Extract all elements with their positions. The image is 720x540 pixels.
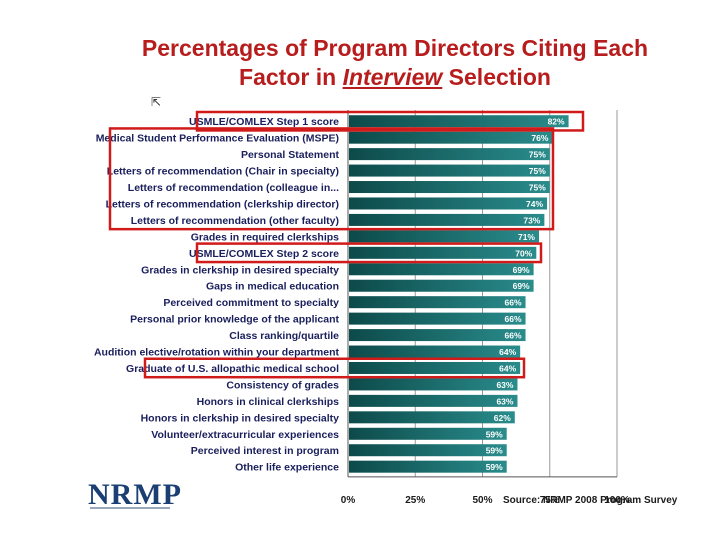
bar xyxy=(349,213,545,226)
nrmp-logo: NRMP xyxy=(88,478,182,511)
title-suffix: Selection xyxy=(442,64,551,90)
title-emphasis: Interview xyxy=(342,64,443,90)
bar xyxy=(349,181,550,194)
value-label: 66% xyxy=(505,331,522,341)
category-label: Class ranking/quartile xyxy=(229,330,339,342)
title-line-1: Percentages of Program Directors Citing … xyxy=(141,35,649,61)
highlight-box xyxy=(143,357,526,379)
mouse-cursor-icon: ⇱ xyxy=(151,95,162,109)
category-label: Consistency of grades xyxy=(226,379,339,391)
x-tick-label: 75% xyxy=(540,495,560,506)
category-label: Honors in clerkship in desired specialty xyxy=(141,412,340,424)
bar xyxy=(349,427,507,440)
value-label: 63% xyxy=(496,396,513,406)
value-label: 59% xyxy=(486,462,503,472)
bar xyxy=(349,263,534,276)
bar xyxy=(349,378,518,391)
value-label: 59% xyxy=(486,446,503,456)
value-label: 82% xyxy=(548,117,565,127)
category-label: Letters of recommendation (Chair in spec… xyxy=(107,166,339,178)
category-label: Letters of recommendation (colleague in.… xyxy=(128,182,339,194)
category-label: Grades in clerkship in desired specialty xyxy=(141,264,339,276)
value-label: 75% xyxy=(529,166,546,176)
category-label: Perceived interest in program xyxy=(191,445,339,457)
bar xyxy=(349,279,534,292)
bar xyxy=(349,230,539,243)
value-label: 73% xyxy=(523,215,540,225)
category-label: USMLE/COMLEX Step 2 score xyxy=(189,248,339,260)
value-label: 59% xyxy=(486,429,503,439)
bar xyxy=(349,394,518,407)
value-label: 63% xyxy=(496,380,513,390)
category-label: Graduate of U.S. allopathic medical scho… xyxy=(126,363,339,375)
x-tick-label: 50% xyxy=(472,495,492,506)
bar xyxy=(349,460,507,473)
category-label: Perceived commitment to specialty xyxy=(163,297,339,309)
category-label: Medical Student Performance Evaluation (… xyxy=(96,133,339,145)
x-tick-label: 0% xyxy=(341,495,356,506)
source-note: Source: NRMP 2008 Program Survey xyxy=(503,495,678,506)
category-label: Personal prior knowledge of the applican… xyxy=(130,314,339,326)
value-label: 66% xyxy=(505,314,522,324)
highlight-box xyxy=(108,127,555,231)
category-label: Gaps in medical education xyxy=(206,281,339,293)
bar xyxy=(349,345,521,358)
bar xyxy=(349,444,507,457)
bar xyxy=(349,312,526,325)
value-label: 62% xyxy=(494,413,511,423)
value-label: 75% xyxy=(529,183,546,193)
value-label: 66% xyxy=(505,298,522,308)
category-label: Letters of recommendation (clerkship dir… xyxy=(106,198,339,210)
x-tick-label: 100% xyxy=(604,495,630,506)
category-label: Letters of recommendation (other faculty… xyxy=(131,215,339,227)
value-label: 71% xyxy=(518,232,535,242)
title-line-2: Factor in Interview Selection xyxy=(0,63,720,92)
category-label: USMLE/COMLEX Step 1 score xyxy=(189,116,339,128)
category-label: Honors in clinical clerkships xyxy=(197,396,340,408)
bar xyxy=(349,164,550,177)
value-label: 69% xyxy=(513,265,530,275)
bar xyxy=(349,296,526,309)
bar xyxy=(349,411,515,424)
bar xyxy=(349,148,550,161)
category-label: Other life experience xyxy=(235,462,339,474)
category-label: Audition elective/rotation within your d… xyxy=(94,347,340,359)
title-prefix: Factor in xyxy=(239,64,343,90)
highlight-box xyxy=(195,242,543,264)
category-label: Personal Statement xyxy=(241,149,340,161)
value-label: 76% xyxy=(531,133,548,143)
value-label: 75% xyxy=(529,150,546,160)
logo-underline xyxy=(90,507,170,509)
bar xyxy=(349,131,553,144)
bar xyxy=(349,361,521,374)
value-label: 70% xyxy=(515,248,532,258)
highlight-box xyxy=(195,110,585,132)
value-label: 64% xyxy=(499,347,516,357)
bar xyxy=(349,115,569,128)
bar xyxy=(349,197,548,210)
value-label: 74% xyxy=(526,199,543,209)
bar xyxy=(349,329,526,342)
category-label: Volunteer/extracurricular experiences xyxy=(151,429,339,441)
value-label: 69% xyxy=(513,281,530,291)
x-tick-label: 25% xyxy=(405,495,425,506)
value-label: 64% xyxy=(499,363,516,373)
chart-title: Percentages of Program Directors Citing … xyxy=(0,34,720,92)
bar xyxy=(349,246,537,259)
category-label: Grades in required clerkships xyxy=(191,231,339,243)
